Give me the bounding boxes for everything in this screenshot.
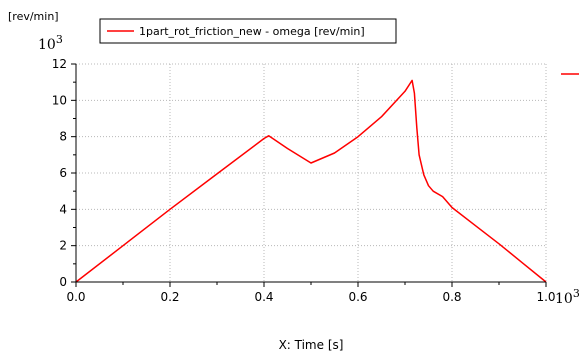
- x-tick-label: 0.8: [442, 290, 461, 304]
- axes: [71, 63, 547, 287]
- grid: [76, 63, 547, 282]
- y-multiplier-label: 103: [38, 33, 63, 53]
- y-tick-label: 12: [52, 57, 67, 71]
- series-line-0: [75, 79, 547, 283]
- x-tick-label: 1.0: [536, 290, 555, 304]
- y-tick-label: 8: [59, 130, 67, 144]
- legend-box: [99, 18, 397, 44]
- y-tick-label: 2: [59, 239, 67, 253]
- x-multiplier-label: 103: [555, 287, 579, 307]
- x-tick-label: 0.6: [348, 290, 367, 304]
- y-tick-label: 6: [59, 166, 67, 180]
- y-tick-label: 10: [52, 93, 67, 107]
- y-unit-label: [rev/min]: [8, 10, 59, 23]
- x-tick-label: 0.4: [254, 290, 273, 304]
- legend-label: 1part_rot_friction_new - omega [rev/min]: [139, 25, 365, 38]
- y-tick-label: 0: [59, 275, 67, 289]
- series-group: [75, 79, 547, 283]
- y-tick-label: 4: [59, 202, 67, 216]
- x-tick-label: 0.2: [160, 290, 179, 304]
- tick-labels: 0 2 4 6 8 10 12 0.0 0.2 0.4 0.6 0.8 1.0: [52, 57, 556, 304]
- x-tick-label: 0.0: [66, 290, 85, 304]
- x-axis-label: X: Time [s]: [279, 338, 344, 352]
